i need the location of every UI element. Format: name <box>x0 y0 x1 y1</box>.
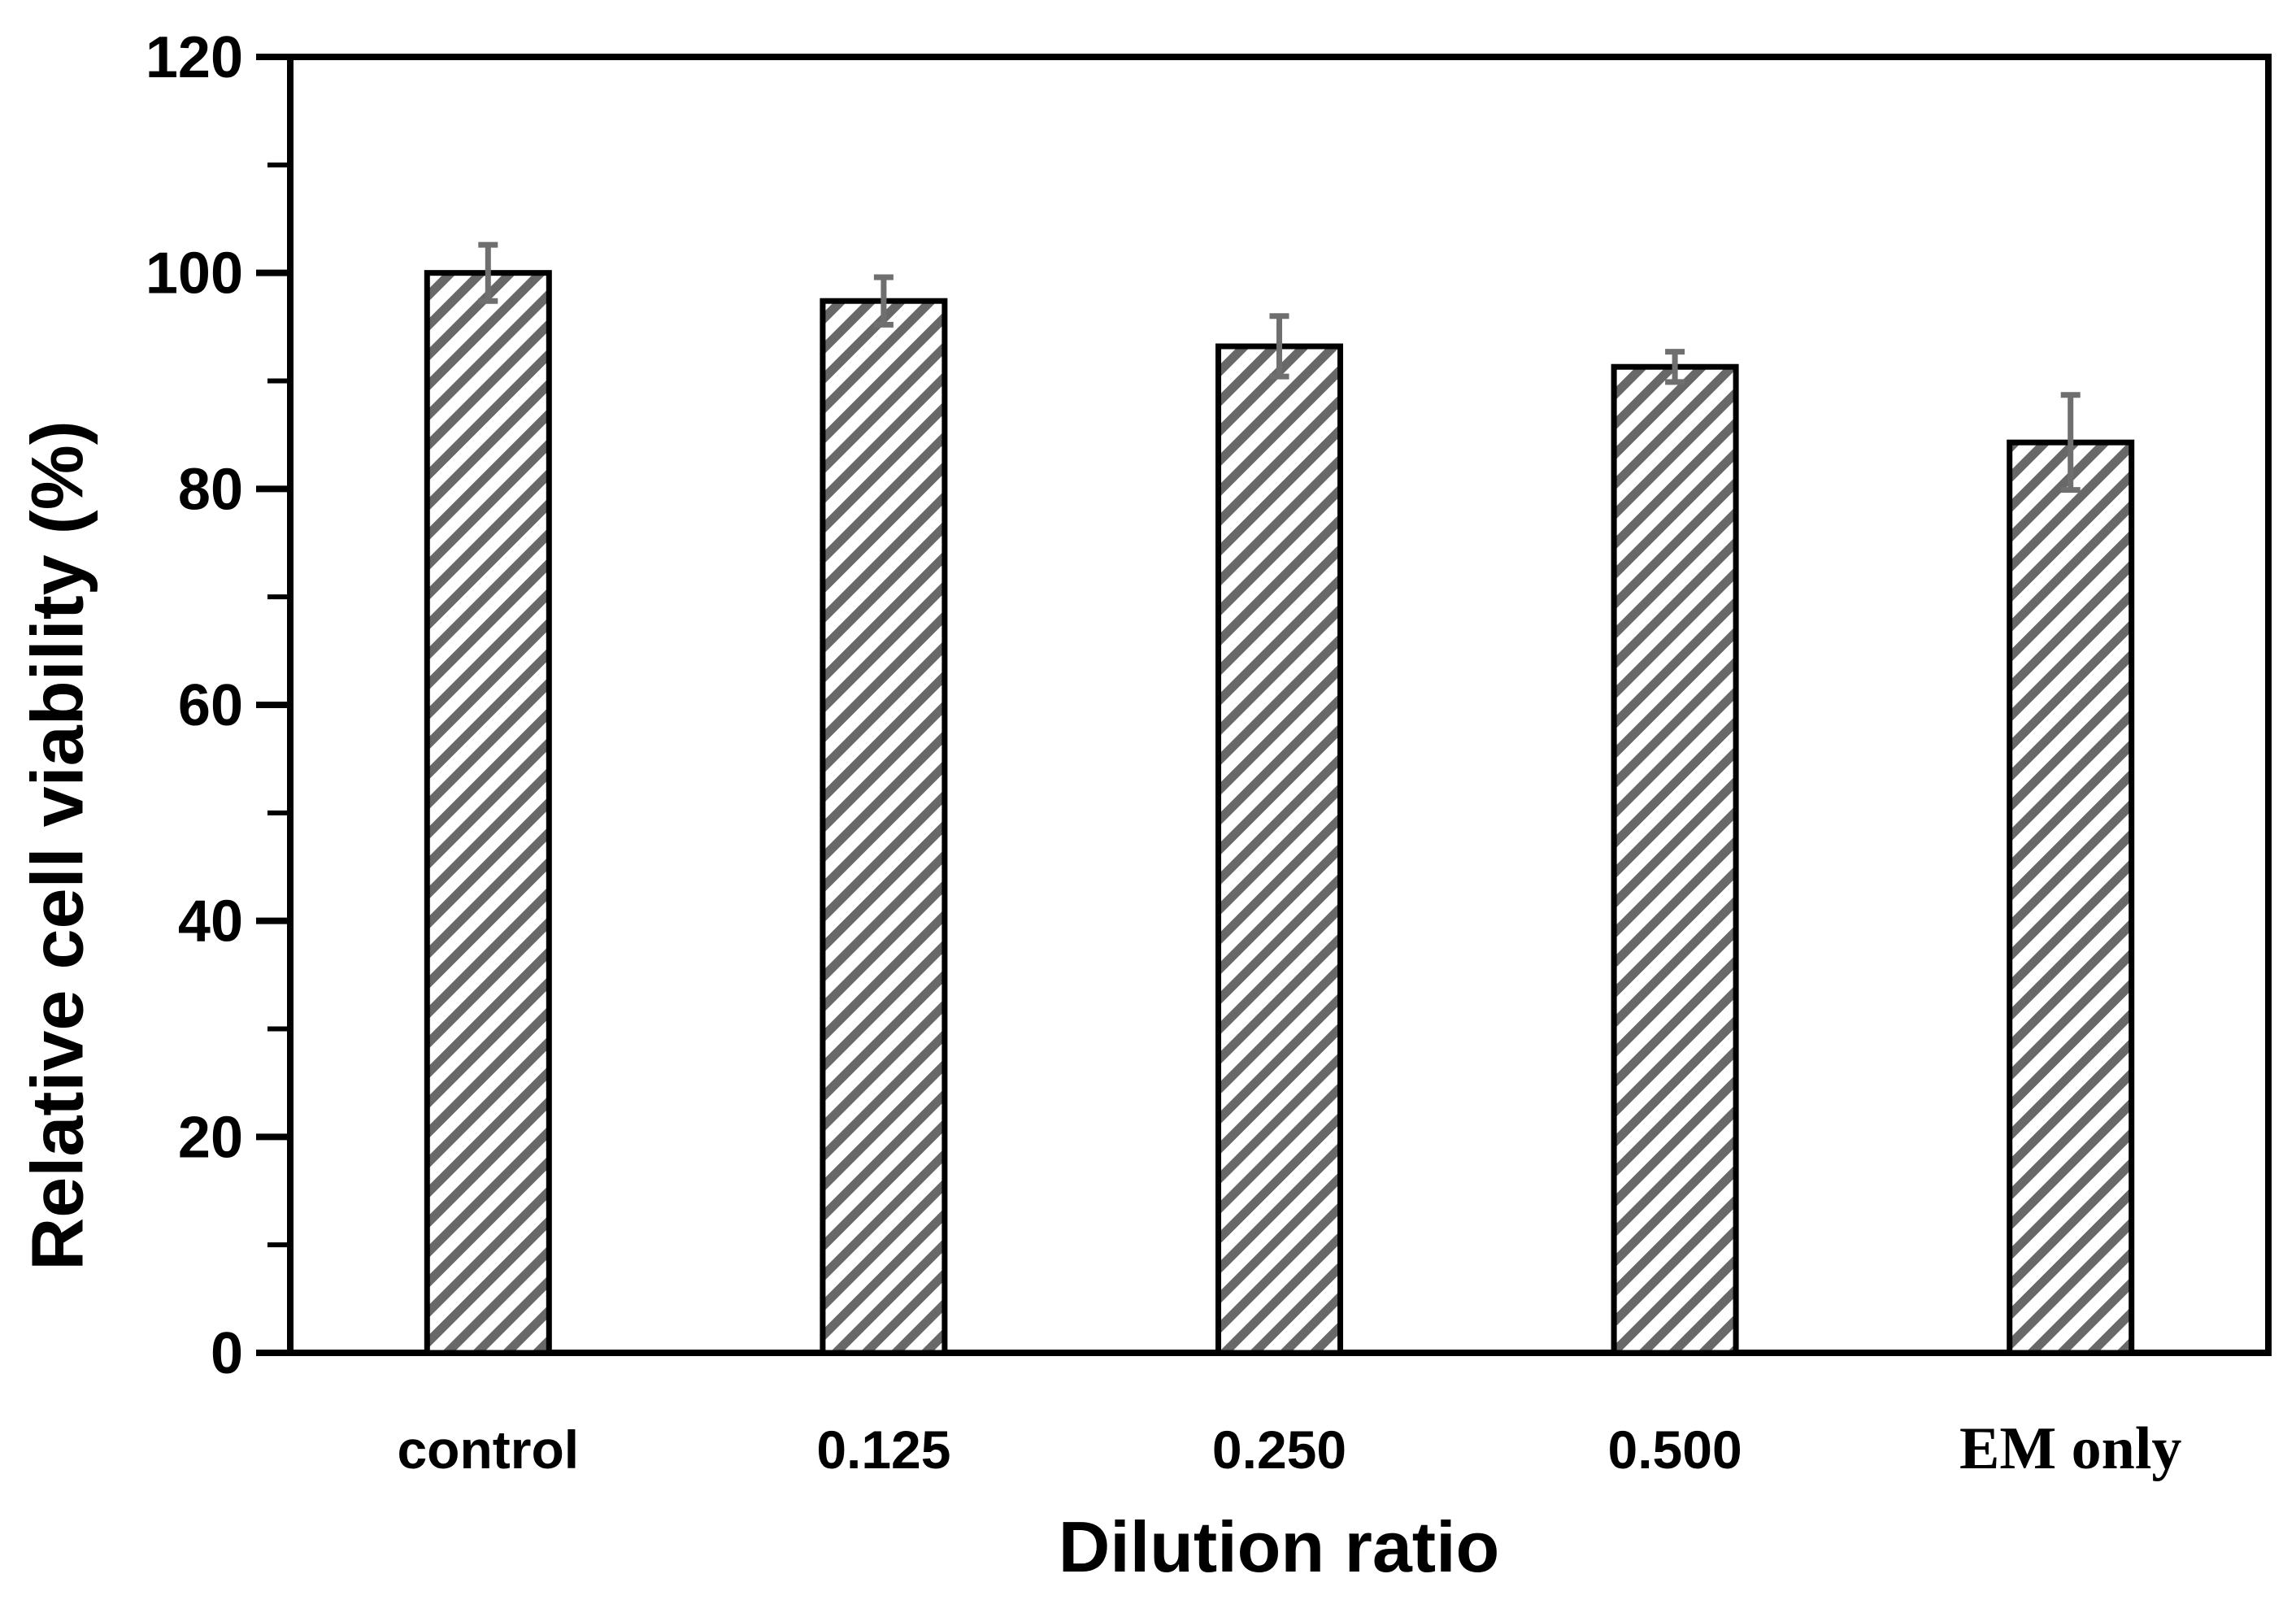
x-axis-title: Dilution ratio <box>1058 1507 1500 1587</box>
bar-0.250 <box>1215 343 1343 1356</box>
x-tick-label: control <box>397 1420 579 1480</box>
y-tick-label: 80 <box>178 457 243 522</box>
x-tick-label: EM only <box>1959 1415 2181 1482</box>
x-tick-label: 0.125 <box>816 1420 950 1480</box>
bar-0.125 <box>820 298 948 1356</box>
x-tick-label: 0.500 <box>1608 1420 1742 1480</box>
y-tick-label: 120 <box>146 25 243 90</box>
y-axis-title: Relative cell viability (%) <box>17 420 99 1271</box>
bar-control <box>424 270 552 1356</box>
y-tick-label: 0 <box>211 1321 243 1386</box>
y-tick-label: 100 <box>146 241 243 307</box>
y-tick-label: 60 <box>178 673 243 738</box>
x-tick-label: 0.250 <box>1212 1420 1346 1480</box>
bar-0.500 <box>1611 363 1739 1356</box>
y-tick-label: 40 <box>178 889 243 954</box>
y-tick-label: 20 <box>178 1105 243 1170</box>
bar-EM-only <box>2007 439 2135 1356</box>
